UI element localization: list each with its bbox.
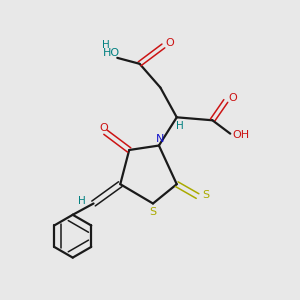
Text: O: O: [100, 123, 108, 133]
Text: OH: OH: [233, 130, 250, 140]
Text: O: O: [166, 38, 174, 48]
Text: H: H: [101, 40, 109, 50]
Text: H: H: [78, 196, 86, 206]
Text: S: S: [149, 207, 157, 217]
Text: N: N: [156, 134, 165, 144]
Text: S: S: [202, 190, 209, 200]
Text: HO: HO: [103, 48, 120, 59]
Text: H: H: [176, 121, 184, 130]
Text: O: O: [228, 93, 237, 103]
